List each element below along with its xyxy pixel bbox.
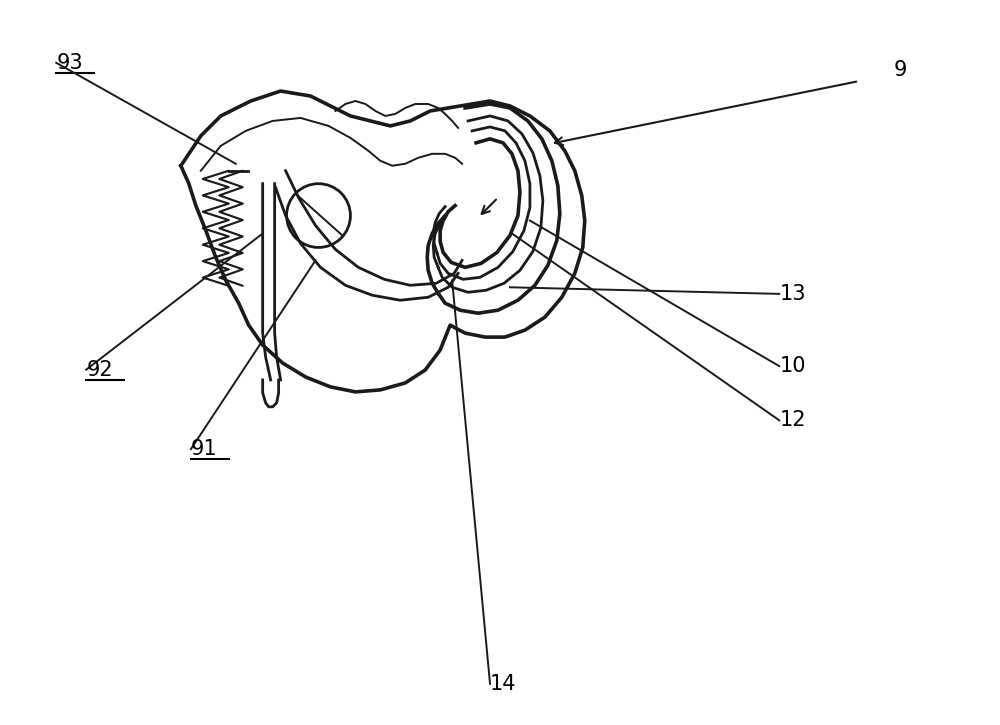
Text: 91: 91 xyxy=(191,439,217,459)
Text: 12: 12 xyxy=(779,410,806,430)
Text: 13: 13 xyxy=(779,284,806,304)
Text: 92: 92 xyxy=(86,360,113,380)
Text: 10: 10 xyxy=(779,356,806,376)
Text: 9: 9 xyxy=(894,60,907,80)
Text: 93: 93 xyxy=(56,53,83,72)
Text: 14: 14 xyxy=(490,674,517,694)
